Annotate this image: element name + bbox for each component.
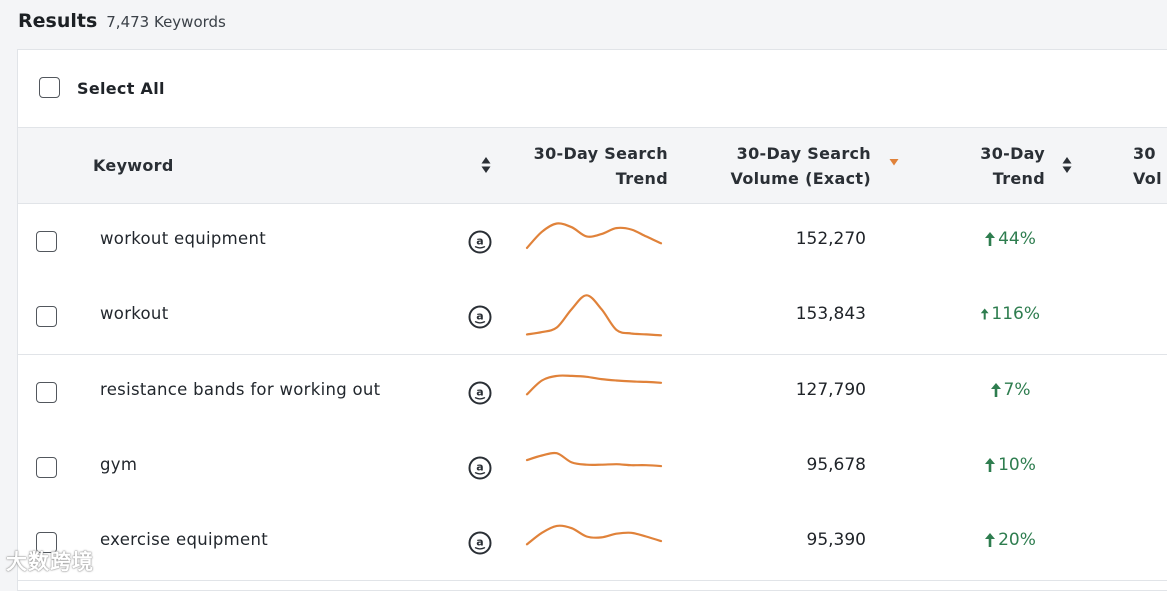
row-checkbox[interactable] [36, 306, 57, 328]
amazon-icon[interactable]: a [468, 456, 492, 480]
select-all-row: Select All [18, 50, 1167, 128]
svg-text:a: a [476, 460, 483, 473]
column-header-next-line1: 30 [1133, 144, 1156, 163]
row-checkbox[interactable] [36, 532, 57, 553]
row-checkbox[interactable] [36, 231, 57, 252]
trend-value: 7% [980, 380, 1040, 400]
search-trend-sparkline [525, 451, 663, 467]
column-header-keyword[interactable]: Keyword [93, 156, 174, 175]
trend-percent: 116% [991, 304, 1040, 325]
column-header-next-line2: Vol [1133, 169, 1162, 188]
results-header: Results 7,473 Keywords [18, 10, 226, 38]
search-trend-sparkline [525, 524, 663, 546]
trend-percent: 10% [998, 454, 1036, 475]
search-trend-sparkline [525, 294, 663, 337]
column-header-next[interactable]: 30 Vol [1133, 141, 1167, 191]
search-volume-value: 127,790 [795, 379, 866, 400]
search-volume-value: 153,843 [795, 304, 866, 325]
column-header-search-trend-line1: 30-Day Search [533, 144, 668, 163]
column-header-search-trend-line2: Trend [615, 169, 668, 188]
column-header-search-volume[interactable]: 30-Day Search Volume (Exact) [708, 141, 871, 191]
amazon-icon[interactable]: a [468, 381, 492, 405]
keyword-text[interactable]: exercise equipment [100, 530, 269, 549]
keyword-results-table: Select All Keyword 30-Day Search Trend 3… [17, 49, 1167, 591]
column-header-30-day-trend-line2: Trend [992, 169, 1045, 188]
select-all-checkbox[interactable] [39, 77, 60, 98]
sparkline-path [525, 451, 663, 467]
search-volume-value: 95,678 [806, 454, 866, 475]
search-volume-value: 152,270 [795, 229, 866, 249]
arrow-up-icon [985, 232, 996, 246]
table-row[interactable]: exercise equipment a 95,390 20% [18, 505, 1167, 581]
keyword-text[interactable]: workout [100, 304, 169, 324]
svg-text:a: a [476, 385, 483, 398]
trend-percent: 44% [998, 229, 1036, 249]
column-header-search-volume-line1: 30-Day Search [736, 144, 871, 163]
svg-text:a: a [476, 536, 483, 549]
table-row[interactable]: gym a 95,678 10% [18, 429, 1167, 506]
svg-text:a: a [476, 235, 483, 248]
arrow-up-icon [985, 533, 996, 547]
column-header-30-day-trend-line1: 30-Day [980, 144, 1045, 163]
arrow-up-icon [980, 308, 989, 320]
sort-trend-icon[interactable] [1062, 156, 1072, 174]
sparkline-path [525, 524, 663, 546]
amazon-icon[interactable]: a [468, 531, 492, 555]
trend-value: 20% [980, 530, 1040, 550]
table-header: Keyword 30-Day Search Trend 30-Day Searc… [18, 128, 1167, 204]
search-trend-sparkline [525, 222, 663, 249]
table-row[interactable]: resistance bands for working out a 127,790… [18, 354, 1167, 431]
sparkline-path [525, 373, 663, 395]
search-volume-value: 95,390 [806, 530, 866, 550]
keyword-text[interactable]: resistance bands for working out [100, 379, 381, 399]
row-checkbox[interactable] [36, 381, 57, 403]
column-header-search-volume-line2: Volume (Exact) [730, 169, 871, 188]
trend-value: 44% [980, 229, 1040, 249]
sort-descending-icon[interactable] [889, 158, 899, 166]
keyword-text[interactable]: workout equipment [100, 229, 266, 248]
trend-percent: 20% [998, 530, 1036, 550]
svg-text:a: a [476, 310, 483, 323]
results-title: Results [18, 10, 98, 32]
table-row[interactable]: workout a 153,843 116% [18, 279, 1167, 356]
row-checkbox[interactable] [36, 456, 57, 478]
column-header-search-trend[interactable]: 30-Day Search Trend [518, 141, 668, 191]
column-header-30-day-trend[interactable]: 30-Day Trend [948, 141, 1045, 191]
select-all-label: Select All [77, 79, 165, 98]
trend-value: 10% [980, 455, 1040, 475]
amazon-icon[interactable]: a [468, 230, 492, 254]
trend-value: 116% [980, 304, 1040, 324]
keyword-text[interactable]: gym [100, 454, 138, 474]
watermark: 大数跨境 [6, 550, 94, 574]
amazon-icon[interactable]: a [468, 305, 492, 329]
table-row[interactable]: workout equipment a 152,270 44% [18, 204, 1167, 280]
search-trend-sparkline [525, 373, 663, 395]
arrow-up-icon [985, 457, 996, 472]
sparkline-path [525, 222, 663, 249]
trend-percent: 7% [1003, 379, 1031, 400]
arrow-up-icon [990, 382, 1001, 397]
results-count: 7,473 Keywords [106, 13, 226, 31]
sort-keyword-icon[interactable] [481, 156, 491, 174]
sparkline-path [525, 294, 663, 337]
